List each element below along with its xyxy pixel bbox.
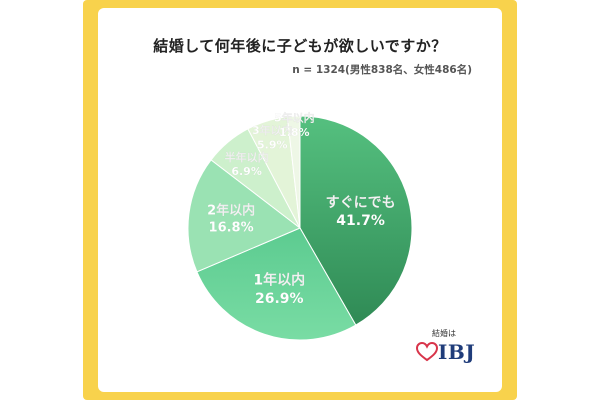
heart-icon	[416, 342, 438, 362]
ibj-logo: 結婚は IBJ	[416, 328, 486, 376]
pie-slice-6	[286, 115, 301, 229]
logo-tagline: 結婚は	[432, 329, 456, 338]
chart-title: 結婚して何年後に子どもが欲しいですか？	[153, 37, 447, 55]
slice-value-3: 16.8%	[209, 221, 254, 236]
slice-label-6: 5年以内	[274, 111, 315, 125]
slice-value-4: 6.9%	[231, 165, 262, 178]
slice-label-2: 1年以内	[253, 272, 305, 289]
slice-label-3: 2年以内	[207, 203, 255, 219]
slice-label-4: 半年以内	[225, 150, 269, 164]
chart-subtitle: n = 1324(男性838名、女性486名)	[292, 64, 472, 76]
pie-slice-2	[196, 227, 357, 341]
slice-value-6: 1.8%	[279, 126, 310, 139]
slice-label-1: すぐにでも	[326, 195, 396, 211]
slice-value-2: 26.9%	[255, 291, 304, 307]
pie-slice-3	[187, 159, 301, 273]
logo-text: IBJ	[438, 340, 476, 364]
slice-label-5: 3年以内	[252, 123, 293, 137]
pie-slice-1	[299, 115, 413, 326]
slice-value-5: 5.9%	[257, 139, 288, 152]
slice-value-1: 41.7%	[336, 213, 385, 229]
